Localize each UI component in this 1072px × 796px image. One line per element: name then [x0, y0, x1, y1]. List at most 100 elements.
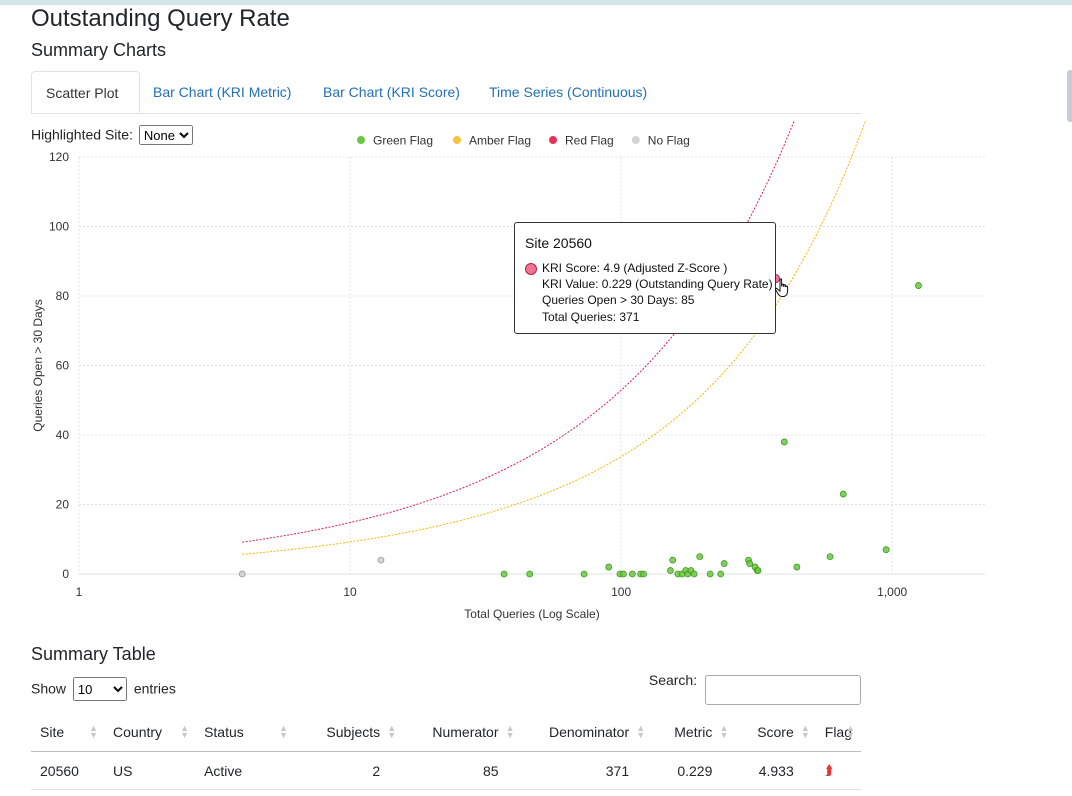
y-tick-label: 60 — [56, 359, 70, 373]
cell-subjects: 2 — [294, 751, 403, 790]
x-tick-label: 100 — [611, 585, 631, 599]
column-header-subjects[interactable]: Subjects ▲ ▼ — [294, 713, 403, 752]
y-tick-label: 120 — [49, 150, 69, 164]
highlighted-site-select[interactable]: None — [138, 125, 193, 145]
amber-threshold-line — [242, 120, 867, 555]
tooltip-title: Site 20560 — [525, 235, 592, 251]
column-header-site[interactable]: Site ▲ ▼ — [31, 713, 105, 752]
data-point-green — [669, 556, 677, 564]
y-tick-label: 40 — [56, 428, 70, 442]
sort-icon: ▲ ▼ — [279, 723, 288, 740]
legend-marker-icon — [357, 136, 365, 144]
legend-label: Red Flag — [565, 134, 614, 148]
data-point-green — [882, 546, 890, 554]
cell-status: Active — [195, 751, 294, 790]
legend-marker-icon — [549, 136, 557, 144]
table-search: Search: — [648, 671, 861, 705]
table-row[interactable]: 20560 US Active 2 85 371 0.229 4.933 ⮭ — [31, 751, 861, 790]
scatter-chart: Green Flag Amber Flag Red Flag No Flag 1 10 1… — [31, 120, 985, 621]
threshold-lines — [242, 120, 867, 555]
column-header-score[interactable]: Score ▲ ▼ — [734, 713, 816, 752]
entries-select[interactable]: 10 — [72, 677, 127, 701]
chart-tabs: Scatter Plot Bar Chart (KRI Metric) Bar … — [31, 71, 861, 114]
legend-label: Green Flag — [373, 134, 433, 148]
data-point-green — [526, 570, 534, 578]
cell-denominator: 371 — [520, 751, 652, 790]
data-point-green — [754, 567, 762, 574]
tooltip-queries-open: Queries Open > 30 Days: 85 — [542, 293, 695, 307]
sort-icon: ▲ ▼ — [505, 723, 515, 740]
tooltip-total-queries: Total Queries: 371 — [542, 310, 640, 324]
summary-table-heading: Summary Table — [31, 644, 156, 664]
legend-label: Amber Flag — [469, 134, 531, 148]
cell-score: 4.933 — [734, 751, 816, 790]
data-point-green — [640, 570, 647, 578]
tooltip-kri-score: KRI Score: 4.9 (Adjusted Z-Score ) — [542, 261, 728, 275]
sort-icon: ▲ ▼ — [800, 723, 810, 740]
data-point-green — [826, 553, 834, 561]
data-point-green — [717, 570, 725, 578]
chart-axes: 1 10 100 1,000 0 20 40 60 80 100 120 Total Queries … — [31, 150, 908, 621]
column-header-denominator[interactable]: Denominator ▲ ▼ — [520, 713, 652, 752]
cell-flag: ⮭ — [815, 751, 861, 790]
data-point-green — [620, 570, 627, 578]
search-label: Search: — [648, 671, 698, 688]
chart-grid — [78, 156, 985, 575]
data-point-green — [690, 570, 698, 578]
sort-icon: ▲ ▼ — [636, 723, 646, 740]
data-point-green — [746, 560, 754, 567]
y-tick-label: 100 — [49, 220, 69, 234]
y-tick-label: 20 — [56, 498, 70, 512]
chart-legend: Green Flag Amber Flag Red Flag No Flag — [357, 134, 690, 148]
data-point-green — [780, 438, 788, 446]
tab-time-series[interactable]: Time Series (Continuous) — [489, 84, 648, 100]
data-point-green — [500, 570, 508, 578]
page-title: Outstanding Query Rate — [31, 5, 290, 32]
tab-bar-chart-kri-score[interactable]: Bar Chart (KRI Score) — [323, 84, 460, 100]
column-header-country[interactable]: Country ▲ ▼ — [104, 713, 196, 752]
tooltip-kri-value: KRI Value: 0.229 (Outstanding Query Rate… — [542, 277, 773, 291]
data-point-green — [667, 567, 674, 574]
data-point-green — [915, 282, 922, 289]
cell-site: 20560 — [31, 751, 105, 790]
sort-icon: ▲ ▼ — [846, 723, 855, 740]
highlighted-site-control: Highlighted Site: None — [31, 125, 193, 145]
hand-pointer-icon — [774, 278, 789, 297]
data-point-green — [793, 563, 801, 571]
show-entries-control: Show 10 entries — [31, 677, 176, 701]
column-header-flag[interactable]: Flag ▲ ▼ — [815, 713, 861, 752]
data-point-none — [377, 556, 385, 564]
tab-bar-chart-kri-metric[interactable]: Bar Chart (KRI Metric) — [153, 84, 292, 100]
legend-marker-icon — [631, 136, 640, 144]
data-point-green — [696, 553, 704, 561]
show-label: Show — [31, 680, 67, 697]
data-point-green — [580, 570, 588, 578]
site-tooltip: Site 20560 KRI Score: 4.9 (Adjusted Z-Sc… — [514, 222, 776, 334]
column-header-status[interactable]: Status ▲ ▼ — [195, 713, 294, 752]
sort-icon: ▲ ▼ — [89, 723, 99, 740]
double-chevron-up-icon: ⮭ — [824, 762, 834, 778]
y-tick-label: 80 — [56, 289, 70, 303]
cell-numerator: 85 — [402, 751, 521, 790]
sort-icon: ▲ ▼ — [180, 723, 190, 740]
legend-marker-icon — [453, 136, 461, 144]
sort-icon: ▲ ▼ — [719, 723, 729, 740]
data-point-green — [720, 560, 728, 567]
data-point-green — [605, 563, 613, 571]
red-threshold-line — [242, 120, 796, 543]
search-input[interactable] — [705, 675, 861, 705]
data-point-green — [628, 570, 636, 578]
column-header-metric[interactable]: Metric ▲ ▼ — [651, 713, 735, 752]
x-tick-label: 10 — [343, 585, 357, 599]
data-point-green — [706, 570, 714, 578]
cell-country: US — [104, 751, 196, 790]
table-header-row: Site ▲ ▼ Country ▲ ▼ Status ▲ ▼ Subjects ▲ ▼ Num… — [31, 713, 861, 752]
x-axis-label: Total Queries (Log Scale) — [464, 607, 599, 621]
tab-scatter-plot[interactable]: Scatter Plot — [31, 71, 140, 113]
x-tick-label: 1,000 — [877, 585, 907, 599]
data-points — [238, 274, 922, 578]
y-tick-label: 0 — [62, 567, 69, 581]
y-axis-label: Queries Open > 30 Days — [31, 299, 45, 431]
column-header-numerator[interactable]: Numerator ▲ ▼ — [402, 713, 521, 752]
scrollbar-thumb[interactable] — [1067, 70, 1072, 122]
